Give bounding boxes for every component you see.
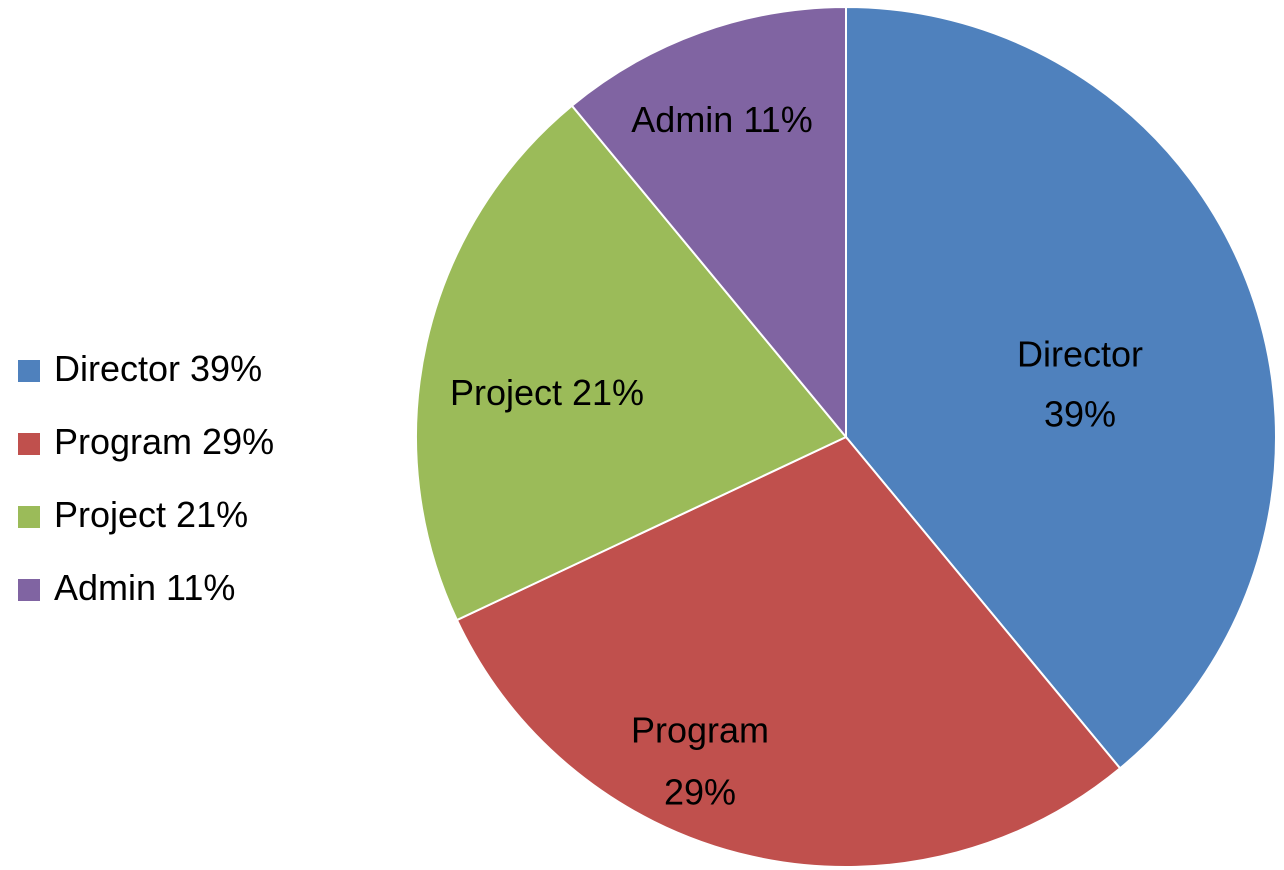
- legend-value: 29%: [202, 421, 274, 462]
- legend-value: 21%: [176, 494, 248, 535]
- legend-value: 39%: [190, 348, 262, 389]
- legend-name: Project: [54, 494, 166, 535]
- slice-label-name: Director: [1017, 334, 1143, 375]
- legend-swatch: [18, 579, 40, 601]
- slice-label-value: 21%: [572, 372, 644, 413]
- legend-label: Program 29%: [54, 421, 274, 462]
- pie-slice: [570, 5, 847, 440]
- legend-name: Director: [54, 348, 180, 389]
- pie-slice: [414, 104, 848, 622]
- slice-label: Admin 11%: [631, 99, 812, 140]
- slice-label-value: 39%: [1044, 394, 1116, 435]
- slice-label-name: Project: [450, 372, 562, 413]
- legend-label: Admin 11%: [54, 567, 235, 608]
- slice-label-value: 11%: [743, 99, 812, 140]
- slice-label-name: Program: [631, 710, 769, 751]
- legend-name: Program: [54, 421, 192, 462]
- pie-slice: [455, 435, 1122, 868]
- legend-label: Project 21%: [54, 494, 248, 535]
- legend-swatch: [18, 360, 40, 382]
- legend-label: Director 39%: [54, 348, 262, 389]
- slice-label-name: Admin: [631, 99, 733, 140]
- pie-slice: [845, 5, 1277, 770]
- legend-swatch: [18, 433, 40, 455]
- legend-name: Admin: [54, 567, 156, 608]
- legend-swatch: [18, 506, 40, 528]
- slice-label-value: 29%: [664, 772, 736, 813]
- legend-value: 11%: [166, 567, 235, 608]
- slice-label: Project 21%: [450, 372, 644, 413]
